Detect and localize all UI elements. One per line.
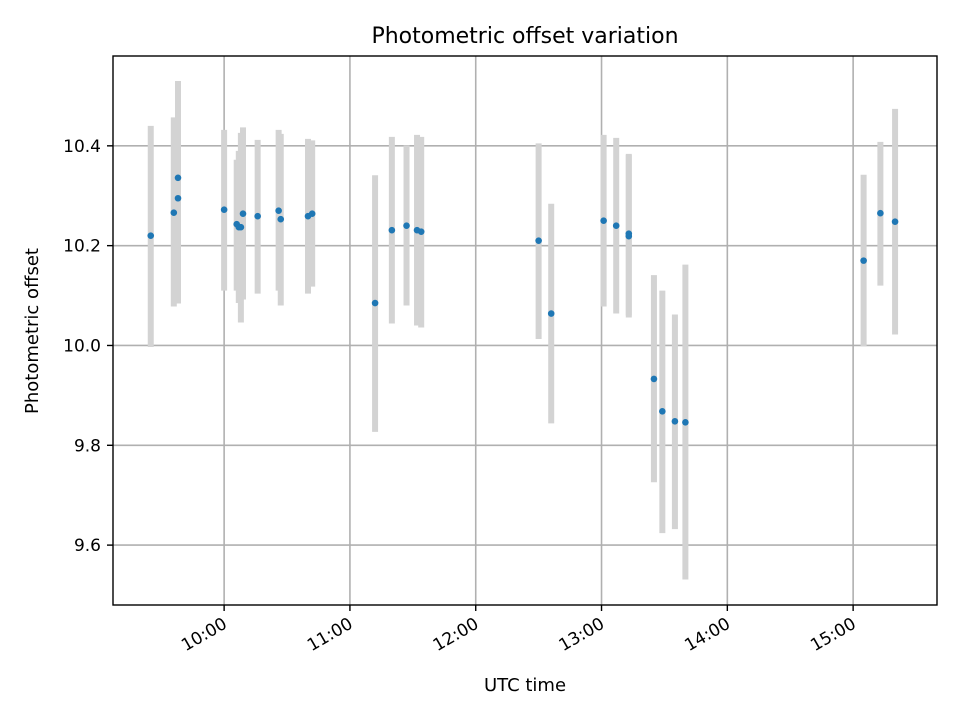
data-point [277,215,285,223]
errorbar-layer [147,80,899,580]
data-point [237,223,245,231]
x-axis-label: UTC time [484,675,566,696]
tick-layer: 9.6 9.8 10.0 10.2 10.4 10:00 11:00 12:00 13:00 14… [63,137,859,656]
data-point [600,217,607,224]
y-tick-label: 9.6 [74,536,101,556]
data-point [891,218,899,225]
data-point [254,212,261,220]
data-point [671,418,679,425]
plot-frame [112,55,938,606]
data-point [403,222,410,229]
data-point [625,232,633,240]
x-tick-label: 14:00 [681,614,733,656]
data-point [147,232,155,239]
x-tick-label: 12:00 [430,614,482,656]
data-point [650,375,658,383]
y-tick-label: 10.0 [63,336,101,356]
data-point [535,237,542,244]
x-tick-label: 13:00 [556,614,608,656]
data-point [220,206,228,214]
data-point [860,257,867,264]
grid-layer [113,56,937,605]
data-point [239,210,247,218]
y-axis-label: Photometric offset [22,248,43,414]
x-tick-label: 11:00 [304,614,356,656]
data-point [659,408,666,415]
data-point [682,419,689,426]
y-tick-label: 10.4 [63,137,101,157]
x-tick-label: 10:00 [178,614,230,656]
data-point [388,226,396,234]
data-point [417,228,425,235]
chart-title: Photometric offset variation [371,24,678,49]
x-tick-label: 15:00 [807,614,859,656]
data-point [612,222,620,229]
y-tick-label: 9.8 [74,436,101,456]
point-layer [147,174,899,426]
y-tick-label: 10.2 [63,237,101,257]
data-point [308,210,316,218]
data-point [547,310,555,317]
data-point [371,299,379,307]
data-point [170,209,178,217]
data-point [275,207,282,215]
data-point [174,174,182,182]
data-point [174,194,182,202]
data-point [877,209,884,217]
